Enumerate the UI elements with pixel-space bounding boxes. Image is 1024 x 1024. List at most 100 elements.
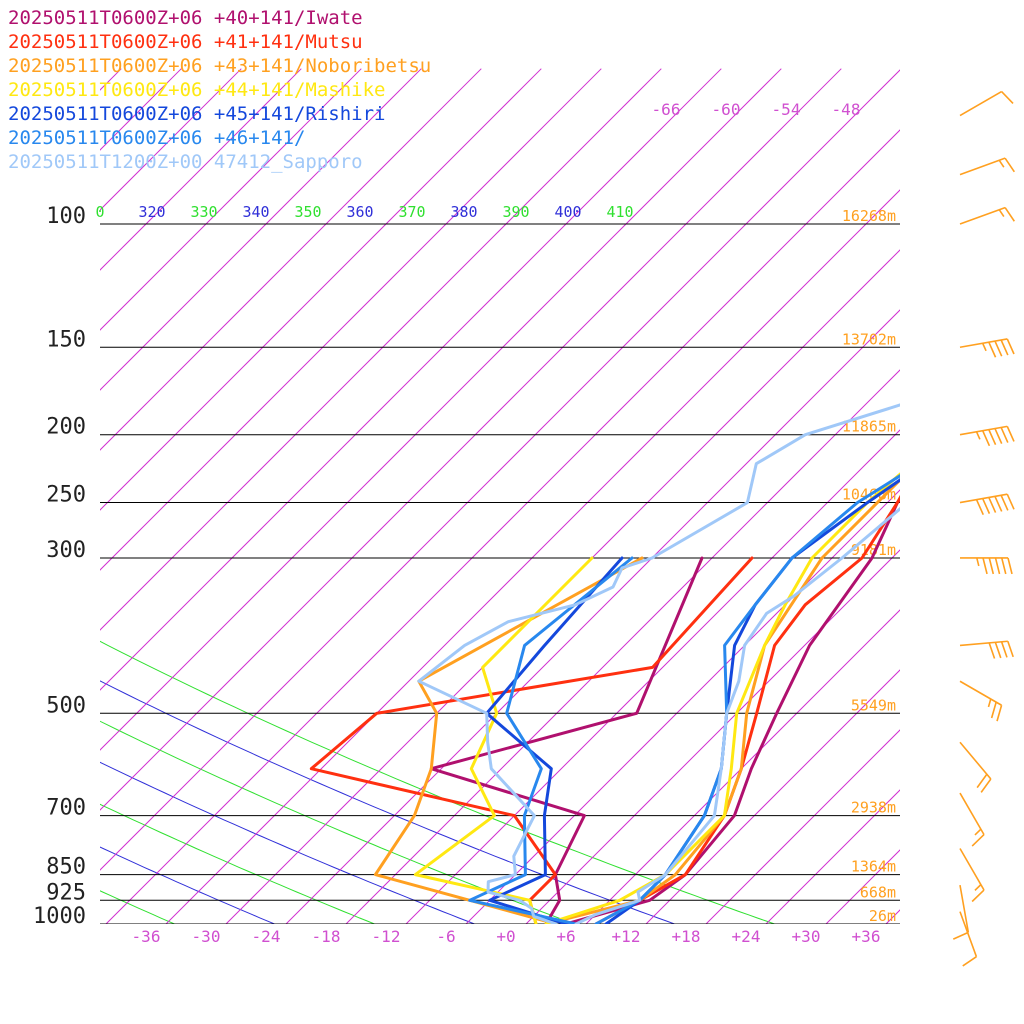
isotherm-line [100,68,362,331]
height-label: 9181m [851,541,896,559]
series-dewpoint-line [468,556,634,924]
theta-curve [100,890,175,924]
wind-barb-half-flag [998,159,1005,168]
wind-barb-flag [980,778,992,793]
temperature-tick-label: +12 [612,927,641,946]
legend-entry-46-141: 20250511T0600Z+06 +46+141/ [8,127,306,149]
temperature-tick-label: +36 [852,927,881,946]
wind-barb [959,338,1015,358]
height-label: 2938m [851,799,896,817]
isotherm-line [100,68,242,211]
wind-barb-shaft [959,640,1008,647]
wind-barb-shaft [959,680,1002,706]
wind-barb-flag [988,341,997,358]
wind-barb-half-flag [975,431,981,440]
series-temperature-line [594,474,900,924]
series-dewpoint-line [373,556,644,924]
isotherm-line [525,549,900,924]
wind-barb-flag [994,557,1001,575]
theta-curve [100,640,775,924]
wind-barb-flag [1004,207,1015,222]
theta-label: 380 [450,203,477,221]
wind-barb-flag [994,496,1003,512]
wind-barb-shaft [959,741,992,780]
wind-barb-half-flag [987,698,992,708]
isotherm-line [100,68,302,271]
theta-label: 330 [190,203,217,221]
theta-label: 360 [346,203,373,221]
series-dewpoint-line [417,403,900,924]
wind-barb [959,157,1015,176]
pressure-tick-label: 850 [46,855,86,880]
temperature-tick-label: +0 [496,927,515,946]
legend-entry-mashike: 20250511T0600Z+06 +44+141/Mashike [8,79,386,101]
isotherm-line [345,369,900,924]
wind-barb-flag [976,773,988,789]
temperature-tick-label: -36 [132,927,161,946]
upper-isotherm-label: -48 [832,100,861,119]
theta-curve [100,680,675,924]
wind-barbs [952,90,1015,967]
isotherm-line [585,609,900,924]
soundings [309,403,900,924]
wind-barb-flag [1000,494,1009,511]
wind-barb-flag [1007,557,1013,575]
pressure-tick-label: 100 [46,204,86,229]
series-dewpoint-line [485,556,624,924]
wind-barb-flag [971,889,985,903]
series-dewpoint-line [413,556,594,924]
wind-barb-flag [990,701,997,719]
isotherm-line [285,309,900,924]
wind-barb [959,425,1015,447]
wind-barb-shaft [959,792,985,836]
wind-barb-shaft [959,848,985,891]
wind-barb [959,206,1015,225]
legend-entry-rishiri: 20250511T0600Z+06 +45+141/Rishiri [8,103,386,125]
wind-barb [959,911,978,967]
temperature-tick-label: +6 [556,927,575,946]
theta-label: 0 [95,203,104,221]
pressure-tick-label: 500 [46,693,86,718]
wind-barb-flag [981,498,991,514]
wind-barb-half-flag [974,828,982,836]
upper-isotherm-label: -60 [712,100,741,119]
isotherm-line [100,68,182,151]
height-label: 1364m [851,858,896,876]
wind-barb-flag [981,430,991,447]
isotherm-line [100,68,782,751]
pressure-tick-label: 1000 [33,904,86,929]
isotherm-line [100,68,542,511]
height-label: 26m [869,907,896,925]
upper-isotherm-label: -66 [652,100,681,119]
series-temperature-line [544,477,900,924]
legend-entry-iwate: 20250511T0600Z+06 +40+141/Iwate [8,7,363,29]
wind-barb-half-flag [998,209,1005,217]
wind-barb-shaft [959,493,1008,504]
isotherm-line [0,69,1,924]
wind-barb-shaft [959,206,1006,225]
temperature-tick-label: -18 [312,927,341,946]
wind-barb-shaft [959,425,1008,436]
wind-barb-flag [988,429,997,446]
wind-barb [952,884,970,940]
isotherm-line [105,129,900,924]
wind-barb [959,90,1014,117]
temperature-tick-label: -24 [252,927,281,946]
temperature-tick-label: +24 [732,927,761,946]
isotherm-line [100,68,662,631]
wind-barb-flag [1007,640,1014,658]
wind-barb-flag [975,499,984,516]
theta-label: 350 [294,203,321,221]
wind-barb-flag [996,705,1003,722]
theta-label: 400 [554,203,581,221]
temperature-tick-label: +30 [792,927,821,946]
wind-barb [959,493,1015,516]
wind-barb-flag [994,428,1003,444]
isotherm-line [100,68,422,391]
isotherm-line [165,189,900,924]
pressure-tick-label: 200 [46,415,86,440]
wind-barb-flag [1006,338,1015,355]
wind-barb-half-flag [976,557,980,567]
wind-barb-flag [988,557,995,575]
